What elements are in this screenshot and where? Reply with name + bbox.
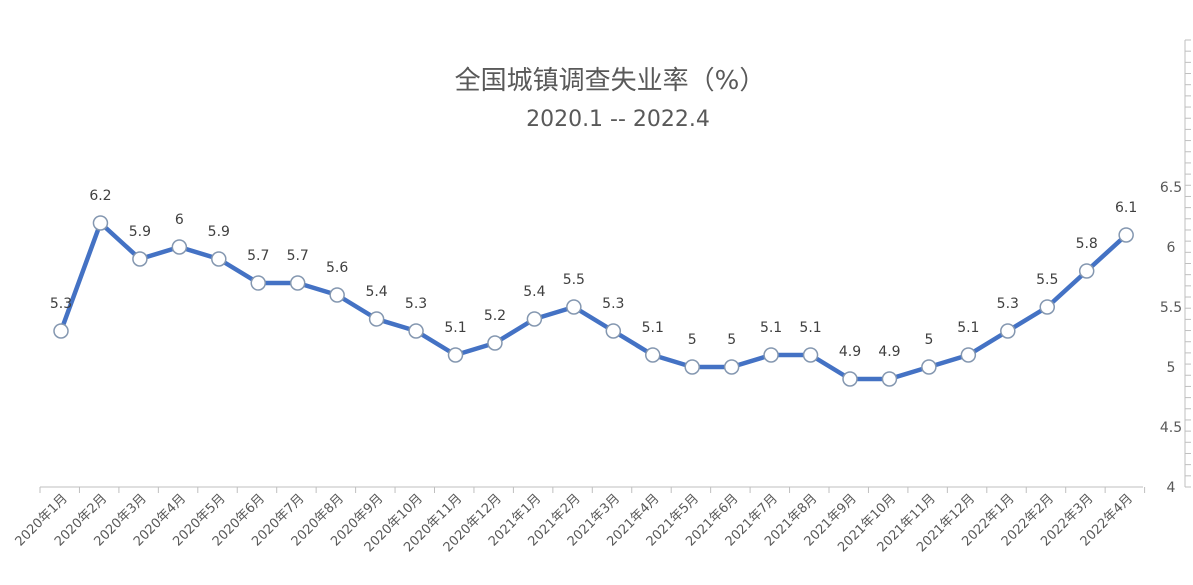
data-label: 5 bbox=[727, 332, 736, 348]
data-label: 5.7 bbox=[247, 248, 269, 264]
axes bbox=[39, 39, 1191, 493]
data-point bbox=[447, 347, 464, 363]
data-label: 5.1 bbox=[642, 320, 664, 336]
chart-subtitle: 2020.1 -- 2022.4 bbox=[526, 107, 710, 132]
data-point bbox=[1078, 263, 1095, 279]
x-tick-labels-group: 2020年1月2020年2月2020年3月2020年4月2020年5月2020年… bbox=[13, 491, 1136, 555]
data-point bbox=[368, 311, 385, 327]
data-point bbox=[211, 251, 227, 267]
data-label: 5.8 bbox=[1076, 236, 1098, 252]
data-label: 4.9 bbox=[878, 344, 900, 360]
data-label: 5.3 bbox=[602, 296, 624, 312]
data-point bbox=[723, 359, 740, 375]
data-point bbox=[763, 347, 779, 363]
data-label: 5.5 bbox=[1036, 272, 1058, 288]
data-label: 5.7 bbox=[287, 248, 309, 264]
data-label: 4.9 bbox=[839, 344, 861, 360]
data-label: 5.1 bbox=[444, 320, 466, 336]
data-point bbox=[605, 323, 622, 339]
data-label: 6 bbox=[175, 212, 184, 228]
y-tick-label: 5.5 bbox=[1160, 300, 1182, 316]
series-line-group bbox=[58, 220, 1129, 382]
data-label: 5.9 bbox=[129, 224, 151, 240]
data-point bbox=[92, 215, 109, 231]
data-label: 5.5 bbox=[563, 272, 585, 288]
data-label: 5.2 bbox=[484, 308, 506, 324]
data-point bbox=[526, 311, 543, 327]
data-label: 5.1 bbox=[957, 320, 979, 336]
data-point bbox=[250, 275, 266, 291]
data-label: 6.2 bbox=[89, 188, 111, 204]
data-label: 5.3 bbox=[405, 296, 427, 312]
data-point bbox=[408, 323, 424, 339]
chart-title: 全国城镇调查失业率（%） bbox=[455, 66, 766, 96]
data-point bbox=[289, 275, 306, 291]
data-point bbox=[802, 347, 819, 363]
data-point bbox=[881, 371, 898, 387]
data-point bbox=[132, 251, 148, 267]
data-point bbox=[1000, 323, 1016, 339]
y-tick-label: 4.5 bbox=[1160, 420, 1182, 436]
data-label: 5.4 bbox=[523, 284, 545, 300]
data-point bbox=[487, 335, 503, 351]
markers-group bbox=[53, 215, 1134, 387]
y-tick-labels-group: 4 4.5 5 5.5 6 6.5 bbox=[1160, 180, 1182, 496]
data-point bbox=[1039, 299, 1055, 315]
data-label: 5.9 bbox=[208, 224, 230, 240]
data-point bbox=[842, 371, 858, 387]
data-label: 5.4 bbox=[365, 284, 387, 300]
y-tick-label: 5 bbox=[1167, 360, 1176, 376]
data-label: 5.3 bbox=[997, 296, 1019, 312]
data-label: 6.1 bbox=[1115, 200, 1137, 216]
data-point bbox=[921, 359, 937, 375]
data-labels-group: 5.3 6.2 5.9 6 5.9 5.7 5.7 5.6 5.4 5.3 5.1 5.2 5.4 5.5… bbox=[50, 188, 1137, 360]
data-label: 5 bbox=[688, 332, 697, 348]
data-point bbox=[566, 299, 582, 315]
data-point bbox=[960, 347, 977, 363]
y-tick-label: 6 bbox=[1167, 240, 1176, 256]
data-point bbox=[645, 347, 661, 363]
y-tick-label: 6.5 bbox=[1160, 180, 1182, 196]
data-point bbox=[329, 287, 345, 303]
data-label: 5.1 bbox=[799, 320, 821, 336]
data-label: 5.3 bbox=[50, 296, 72, 312]
data-label: 5.1 bbox=[760, 320, 782, 336]
series-line bbox=[58, 220, 1129, 382]
data-label: 5.6 bbox=[326, 260, 348, 276]
data-label: 5 bbox=[924, 332, 933, 348]
data-point bbox=[684, 359, 700, 375]
data-point bbox=[1118, 227, 1134, 243]
y-tick-label: 4 bbox=[1167, 480, 1176, 496]
data-point bbox=[171, 239, 188, 255]
data-point bbox=[53, 323, 69, 339]
